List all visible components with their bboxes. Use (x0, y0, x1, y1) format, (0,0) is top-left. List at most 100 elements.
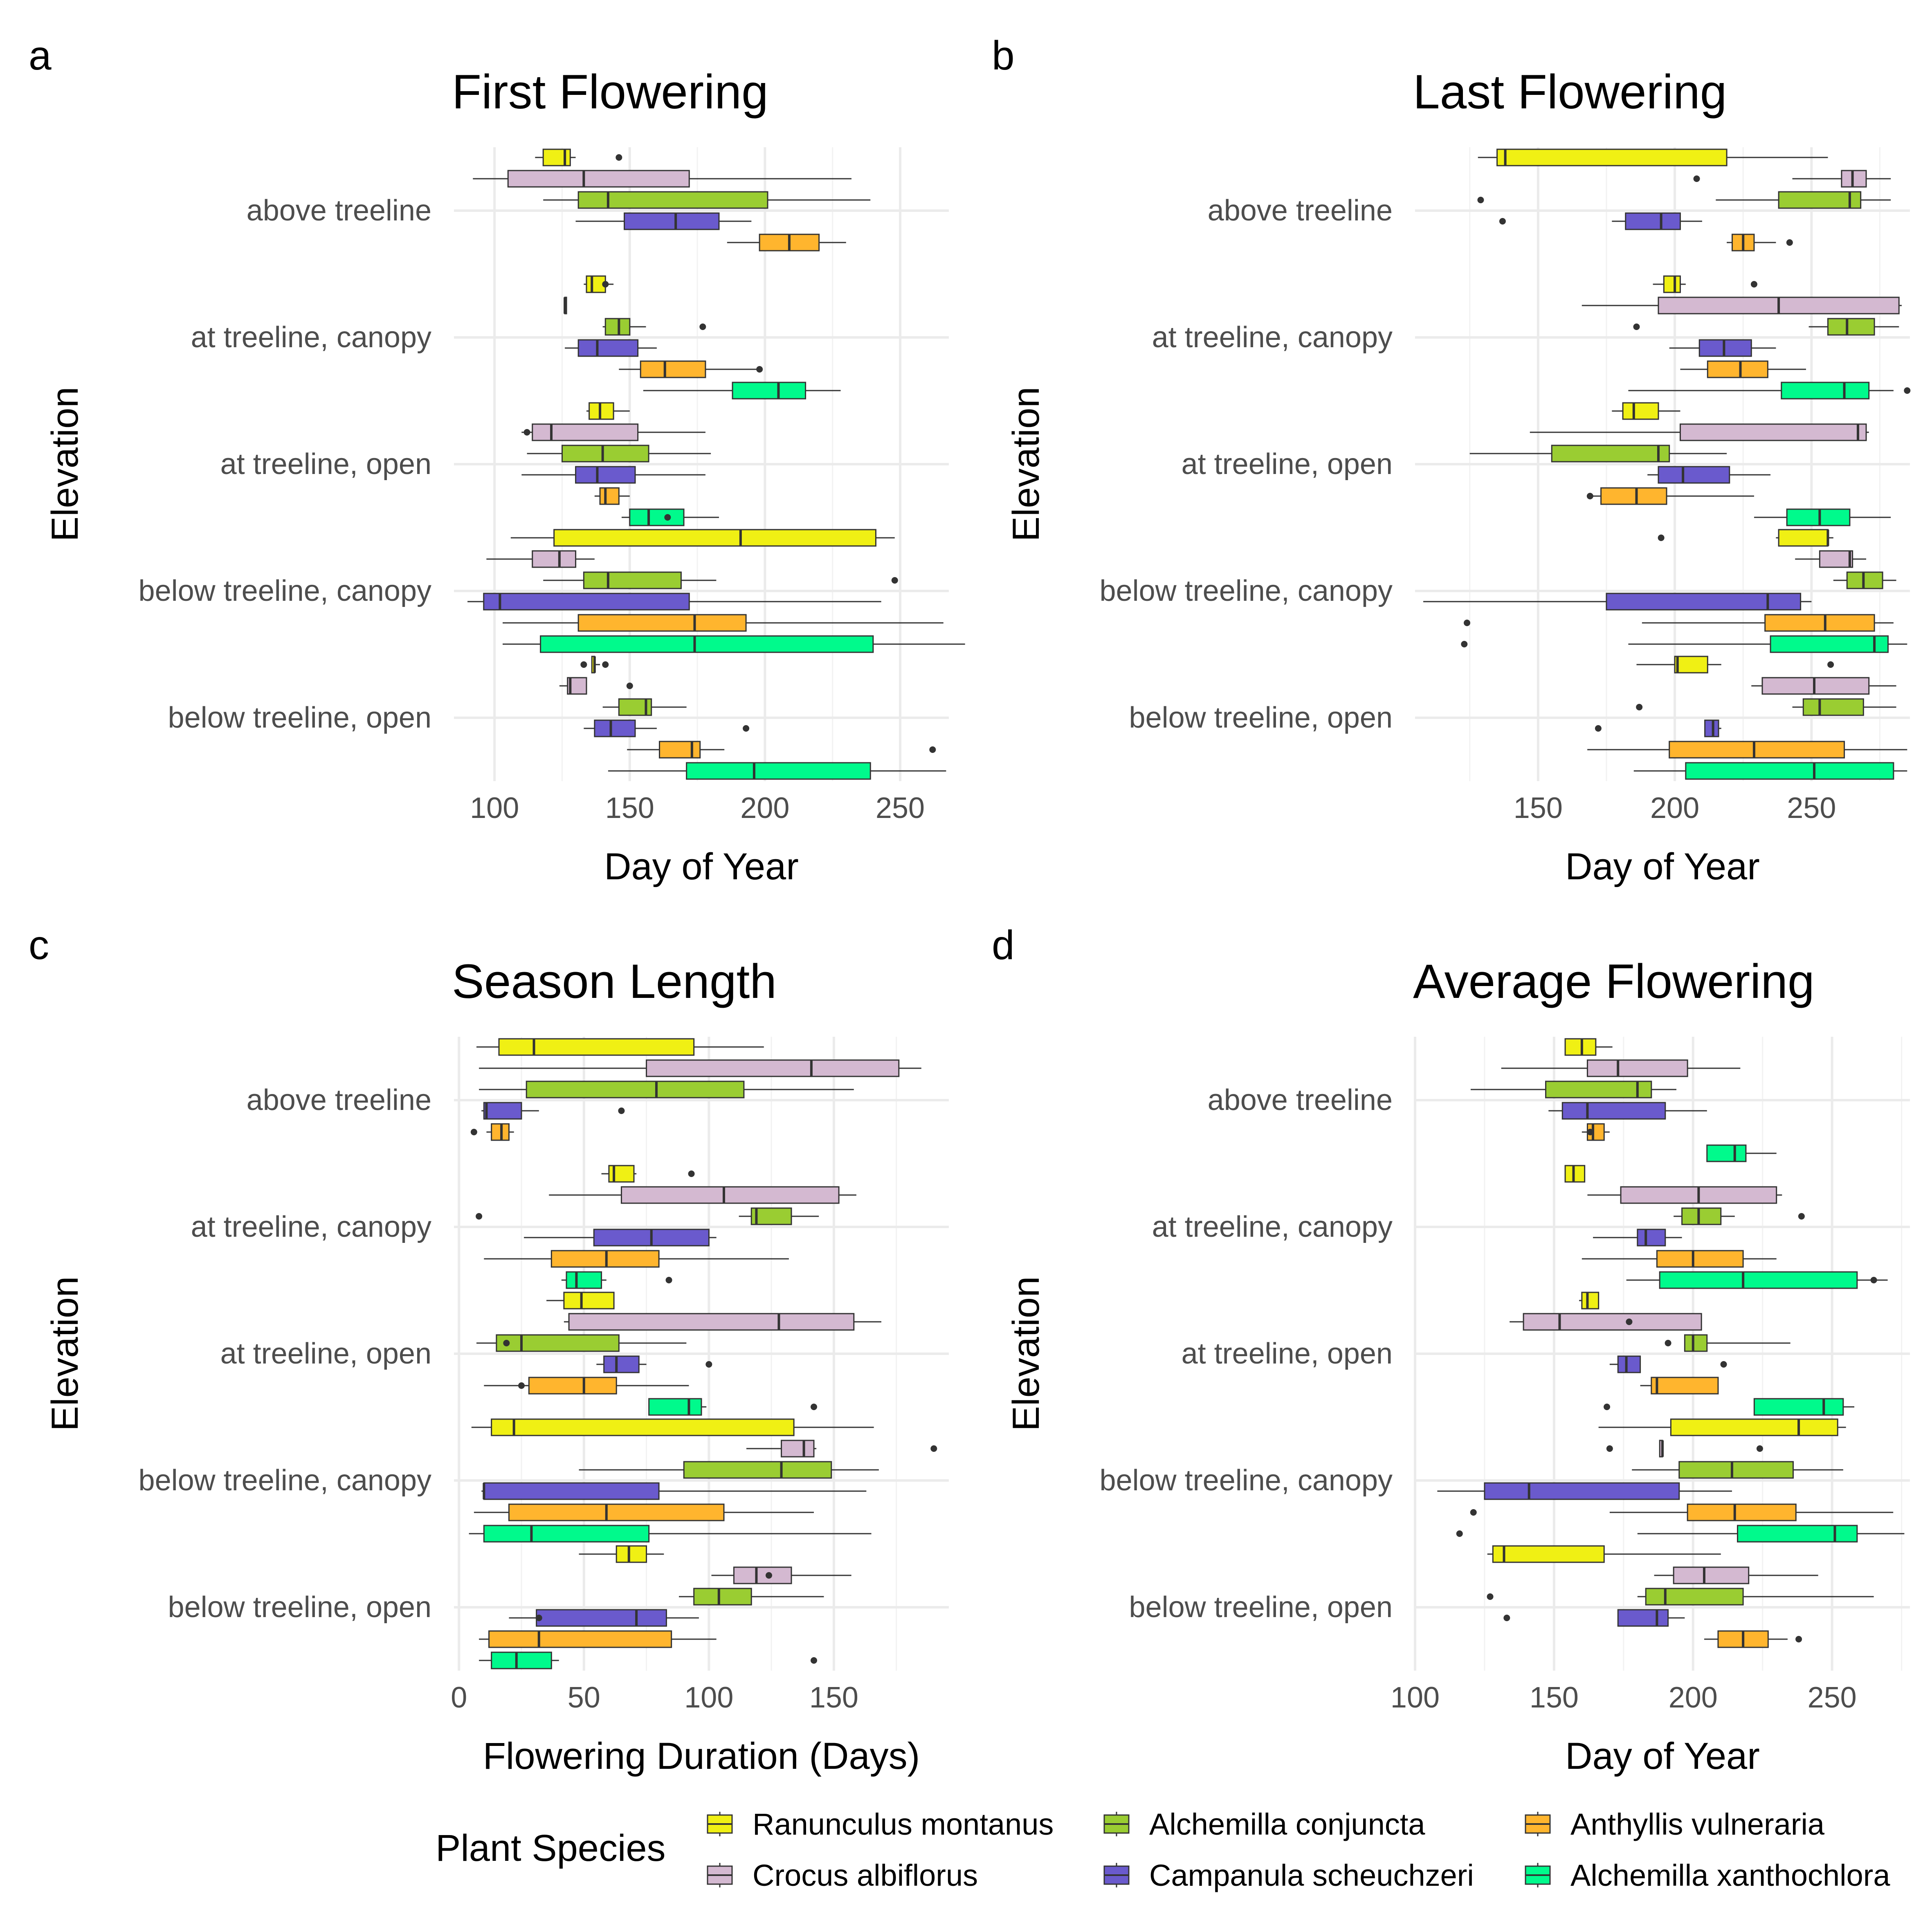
box-alchemilla-xanthochlora (503, 635, 965, 653)
outlier-point (1487, 1593, 1494, 1600)
box-alchemilla-xanthochlora (1706, 1144, 1777, 1162)
outlier-point (1456, 1530, 1463, 1537)
box-iqr (1770, 635, 1889, 653)
box-alchemilla-conjuncta (476, 1207, 819, 1225)
box-iqr (496, 1334, 620, 1352)
box-iqr (1674, 656, 1708, 674)
box-campanula-scheuchzeri (584, 719, 750, 737)
box-alchemilla-conjuncta (1470, 1081, 1676, 1099)
box-alchemilla-conjuncta (1633, 318, 1899, 336)
outlier-point (518, 1382, 525, 1389)
outlier-point (1587, 1129, 1594, 1135)
box-ranunculus-montanus (476, 1038, 764, 1056)
box-iqr (583, 571, 682, 589)
box-iqr (1581, 1292, 1600, 1310)
box-ranunculus-montanus (1658, 529, 1833, 547)
box-alchemilla-conjuncta (476, 1334, 687, 1352)
box-ranunculus-montanus (586, 402, 630, 420)
y-category-label: below treeline, canopy (139, 1464, 431, 1497)
box-crocus-albiflorus (1587, 1186, 1782, 1204)
box-iqr (594, 719, 636, 737)
x-tick-label: 50 (568, 1681, 600, 1714)
box-iqr (1761, 677, 1870, 695)
box-ranunculus-montanus (579, 1545, 664, 1563)
box-iqr (599, 487, 620, 505)
box-iqr (508, 1503, 725, 1521)
box-ranunculus-montanus (584, 275, 614, 293)
panel-letter: c (29, 922, 49, 968)
legend-item: Anthyllis vulneraria (1525, 1807, 1825, 1841)
box-iqr (577, 339, 639, 357)
box-iqr (498, 1038, 695, 1056)
box-alchemilla-xanthochlora (648, 1398, 817, 1416)
box-iqr (1827, 318, 1875, 336)
box-iqr (1684, 1334, 1708, 1352)
box-alchemilla-conjuncta (579, 1461, 879, 1479)
box-iqr (536, 1609, 667, 1627)
y-category-label: at treeline, canopy (1152, 1211, 1393, 1243)
y-category-label: at treeline, open (1182, 448, 1393, 481)
box-campanula-scheuchzeri (565, 339, 657, 357)
box-alchemilla-conjuncta (1665, 1334, 1790, 1352)
box-iqr (577, 191, 768, 209)
box-iqr (1523, 1313, 1702, 1331)
panel-letter: d (992, 922, 1015, 968)
box-iqr (491, 1651, 552, 1669)
box-iqr (1545, 1081, 1652, 1099)
panel-letter: a (29, 33, 52, 79)
box-iqr (1622, 402, 1659, 420)
box-anthyllis-vulneraria (484, 1250, 789, 1268)
outlier-point (891, 577, 898, 584)
y-category-label: at treeline, open (220, 1337, 431, 1370)
box-iqr (528, 1377, 617, 1395)
box-ranunculus-montanus (546, 1292, 615, 1310)
box-anthyllis-vulneraria (1582, 1250, 1777, 1268)
box-iqr (483, 593, 690, 611)
outlier-point (1904, 387, 1911, 394)
box-alchemilla-xanthochlora (1633, 762, 1907, 780)
outlier-point (1636, 704, 1643, 710)
x-tick-label: 200 (740, 792, 789, 824)
outlier-point (1464, 620, 1471, 626)
box-campanula-scheuchzeri (1503, 1609, 1685, 1627)
box-crocus-albiflorus (1751, 677, 1896, 695)
legend-item: Campanula scheuchzeri (1103, 1858, 1474, 1892)
box-iqr (589, 402, 614, 420)
x-tick-label: 150 (809, 1681, 858, 1714)
box-iqr (1707, 360, 1768, 378)
box-alchemilla-conjuncta (1477, 191, 1891, 209)
box-crocus-albiflorus (564, 1313, 881, 1331)
box-iqr (1492, 1545, 1605, 1563)
box-anthyllis-vulneraria (594, 487, 630, 505)
box-iqr (1802, 698, 1864, 716)
box-anthyllis-vulneraria (1587, 741, 1907, 759)
outlier-point (1606, 1445, 1613, 1452)
x-axis-title: Day of Year (604, 846, 799, 887)
box-alchemilla-conjuncta (1487, 1588, 1874, 1606)
y-category-label: below treeline, open (1129, 701, 1393, 734)
box-crocus-albiflorus (559, 677, 633, 695)
panel-c: c Season Length 0 50 100 150 above treeline at … (29, 922, 949, 1777)
box-iqr (781, 1440, 815, 1458)
x-tick-label: 200 (1650, 792, 1699, 824)
outlier-point (1756, 1445, 1763, 1452)
gridlines (454, 147, 949, 781)
box-ranunculus-montanus (580, 656, 609, 674)
outlier-point (1693, 175, 1700, 182)
box-iqr (483, 1482, 660, 1500)
box-iqr (532, 550, 577, 568)
outlier-point (626, 683, 633, 689)
box-crocus-albiflorus (521, 423, 705, 441)
box-alchemilla-conjuncta (1469, 445, 1727, 463)
box-iqr (1778, 529, 1829, 547)
box-iqr (526, 1081, 745, 1099)
box-iqr (1681, 1207, 1722, 1225)
legend: Plant Species Ranunculus montanus Alchemil… (436, 1807, 1890, 1892)
box-iqr (1659, 1271, 1858, 1289)
box-campanula-scheuchzeri (481, 1102, 625, 1120)
gridlines (1414, 1037, 1910, 1671)
box-iqr (733, 1566, 792, 1584)
outlier-point (929, 746, 936, 753)
box-crocus-albiflorus (746, 1440, 937, 1458)
legend-title: Plant Species (436, 1827, 666, 1869)
